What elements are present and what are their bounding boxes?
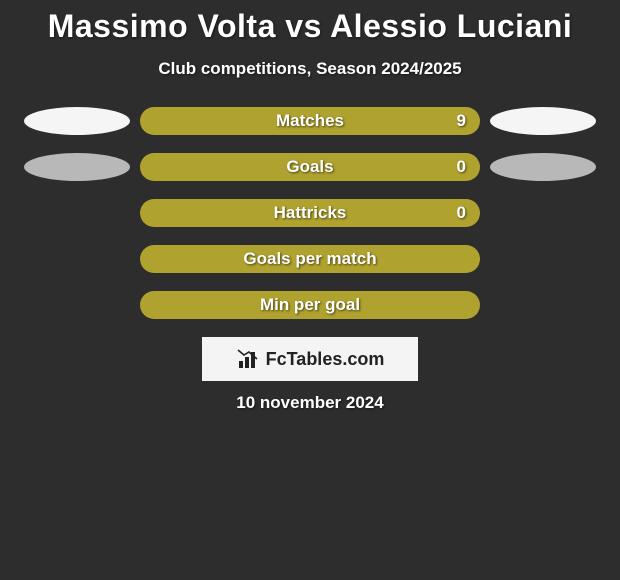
date-text: 10 november 2024 [0, 393, 620, 413]
left-ellipse [24, 153, 130, 181]
stat-row: Goals 0 [0, 153, 620, 181]
subtitle: Club competitions, Season 2024/2025 [0, 59, 620, 79]
stat-label: Hattricks [274, 203, 347, 223]
logo-text: FcTables.com [266, 349, 385, 370]
stat-value-right: 9 [457, 111, 466, 131]
left-spacer [24, 199, 130, 227]
stat-bar: Matches 9 [140, 107, 480, 135]
page-title: Massimo Volta vs Alessio Luciani [0, 8, 620, 45]
stat-row: Goals per match [0, 245, 620, 273]
right-spacer [490, 291, 596, 319]
left-spacer [24, 291, 130, 319]
stat-value-right: 0 [457, 157, 466, 177]
stat-label: Matches [276, 111, 344, 131]
stat-bar: Hattricks 0 [140, 199, 480, 227]
stat-bar: Goals per match [140, 245, 480, 273]
stat-value-right: 0 [457, 203, 466, 223]
stat-bar: Goals 0 [140, 153, 480, 181]
bar-chart-icon [236, 347, 260, 371]
stat-label: Goals [286, 157, 333, 177]
stat-row: Matches 9 [0, 107, 620, 135]
stat-row: Hattricks 0 [0, 199, 620, 227]
logo-box: FcTables.com [202, 337, 418, 381]
stat-label: Min per goal [260, 295, 360, 315]
right-spacer [490, 199, 596, 227]
stat-row: Min per goal [0, 291, 620, 319]
left-ellipse [24, 107, 130, 135]
stat-bar: Min per goal [140, 291, 480, 319]
right-spacer [490, 245, 596, 273]
left-spacer [24, 245, 130, 273]
stat-rows: Matches 9 Goals 0 Hattricks 0 Goals per match M… [0, 107, 620, 319]
right-ellipse [490, 153, 596, 181]
right-ellipse [490, 107, 596, 135]
comparison-card: Massimo Volta vs Alessio Luciani Club co… [0, 0, 620, 413]
stat-label: Goals per match [243, 249, 376, 269]
